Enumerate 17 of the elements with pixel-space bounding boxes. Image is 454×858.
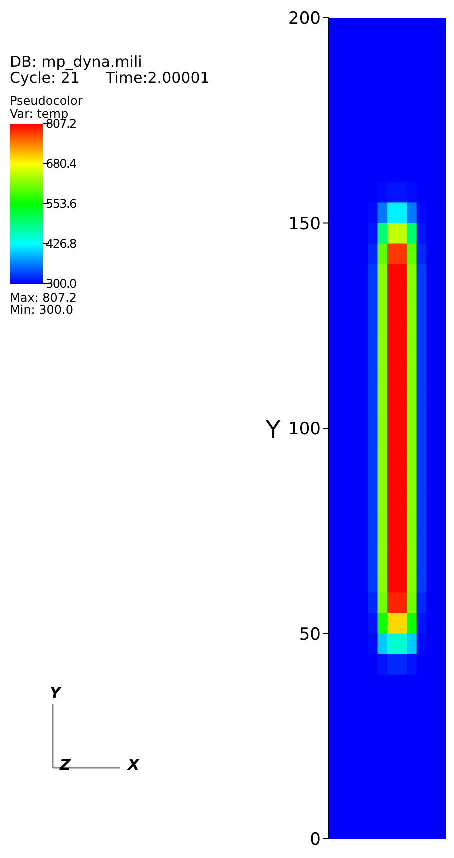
y-axis-title: Y [266, 416, 281, 444]
y-tick-label: 200 [288, 9, 321, 30]
y-tick-label: 50 [299, 624, 321, 645]
text: Max: 807.2 [10, 291, 78, 305]
color-bar-title: Var: temp [10, 107, 69, 121]
text: Time:2.00001 [106, 69, 210, 87]
text: DB: mp_dyna.mili [10, 53, 142, 71]
legend-title: Pseudocolor [10, 94, 83, 108]
color-bar-label: 553.6 [46, 197, 77, 211]
text: Min: 300.0 [10, 303, 74, 317]
color-bar-label: 426.8 [46, 237, 77, 251]
color-bar-label: 300.0 [46, 277, 77, 291]
text: Cycle: 21 [10, 69, 80, 87]
y-tick-label: 100 [288, 420, 321, 440]
color-bar-label: 680.4 [46, 157, 77, 171]
y-tick-label: 150 [288, 214, 321, 234]
y-tick-label: 0 [310, 830, 321, 850]
